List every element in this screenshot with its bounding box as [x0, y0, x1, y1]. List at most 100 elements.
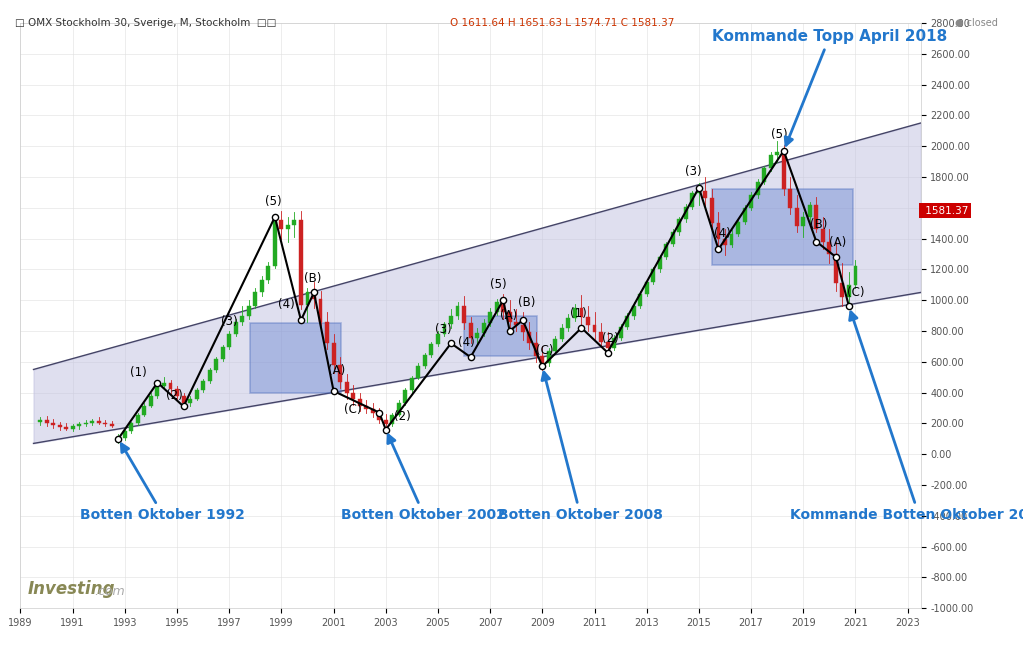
Text: (5): (5) — [265, 195, 282, 208]
Point — [828, 252, 844, 262]
Bar — [339, 365, 342, 382]
Point — [293, 315, 309, 326]
Bar — [84, 422, 88, 424]
Text: .com: .com — [94, 585, 125, 598]
Text: (2): (2) — [394, 410, 410, 423]
Bar — [391, 415, 394, 424]
Bar — [475, 334, 479, 338]
Bar — [325, 322, 329, 343]
Bar — [240, 315, 244, 322]
Bar — [501, 301, 505, 313]
Text: (2): (2) — [602, 332, 619, 345]
Bar — [410, 378, 414, 390]
Bar — [397, 404, 401, 415]
Bar — [762, 169, 766, 182]
Text: (A): (A) — [327, 364, 345, 377]
Bar — [188, 399, 192, 403]
Text: (C): (C) — [847, 286, 864, 299]
Bar — [175, 390, 179, 396]
Bar — [652, 269, 655, 282]
Point — [267, 212, 283, 222]
Bar — [710, 199, 714, 223]
Bar — [632, 305, 635, 317]
Bar — [136, 415, 140, 423]
Text: Botten Oktober 1992: Botten Oktober 1992 — [81, 444, 246, 522]
Bar — [331, 343, 336, 365]
Point — [841, 301, 857, 311]
Point — [175, 401, 191, 411]
Bar — [521, 325, 525, 332]
Bar — [534, 343, 538, 356]
Bar — [619, 327, 623, 338]
Point — [808, 236, 825, 247]
Bar — [273, 220, 277, 266]
Bar — [182, 396, 185, 403]
Bar — [260, 280, 264, 292]
Bar — [664, 244, 668, 257]
Bar — [789, 189, 792, 208]
Bar — [553, 339, 558, 351]
Bar — [214, 360, 218, 370]
Point — [710, 244, 726, 254]
Bar — [208, 370, 212, 381]
Text: ● closed: ● closed — [954, 18, 997, 28]
Bar — [579, 308, 583, 317]
Bar — [364, 405, 368, 409]
Point — [149, 377, 166, 388]
Bar — [795, 208, 799, 226]
Bar — [77, 424, 81, 426]
Bar — [169, 383, 173, 390]
Bar — [808, 205, 812, 217]
Bar — [644, 282, 649, 294]
Bar — [443, 324, 446, 334]
Bar — [38, 421, 42, 422]
Bar — [293, 220, 297, 225]
Text: (5): (5) — [771, 128, 788, 141]
Bar — [377, 413, 382, 419]
Bar — [540, 356, 544, 364]
Text: (A): (A) — [829, 236, 846, 249]
Text: 1581.37: 1581.37 — [922, 205, 969, 216]
Bar — [671, 232, 675, 244]
Point — [371, 407, 388, 418]
Point — [691, 182, 707, 193]
Bar — [227, 334, 231, 347]
Text: (5): (5) — [490, 278, 506, 291]
Bar — [109, 424, 114, 426]
Bar — [515, 322, 519, 325]
Bar — [194, 390, 198, 399]
Text: (B): (B) — [810, 218, 828, 231]
Bar — [416, 366, 420, 378]
Bar — [57, 425, 61, 427]
Bar — [358, 399, 362, 405]
Text: (4): (4) — [278, 298, 295, 311]
Bar — [495, 301, 498, 313]
Bar — [547, 351, 550, 364]
Bar — [638, 294, 642, 305]
Bar — [71, 426, 75, 429]
Bar — [573, 308, 577, 318]
Text: (1): (1) — [571, 307, 587, 320]
Bar — [729, 234, 733, 245]
Bar — [820, 230, 825, 241]
Point — [599, 347, 616, 358]
Point — [306, 287, 322, 298]
Bar — [97, 421, 100, 422]
Bar — [422, 355, 427, 366]
Bar — [704, 191, 707, 199]
Text: Kommande Botten Oktober 2020: Kommande Botten Oktober 2020 — [790, 312, 1023, 522]
Bar — [279, 220, 283, 230]
Bar — [351, 392, 355, 399]
Bar — [266, 266, 270, 280]
Bar — [455, 305, 459, 316]
Bar — [723, 239, 727, 245]
Bar — [737, 222, 740, 234]
Bar — [625, 317, 629, 327]
Text: (3): (3) — [435, 322, 451, 336]
Point — [443, 338, 459, 349]
Bar — [749, 196, 753, 208]
Bar — [768, 156, 772, 169]
Bar — [658, 257, 662, 269]
Bar — [370, 409, 374, 413]
Bar — [90, 421, 94, 422]
